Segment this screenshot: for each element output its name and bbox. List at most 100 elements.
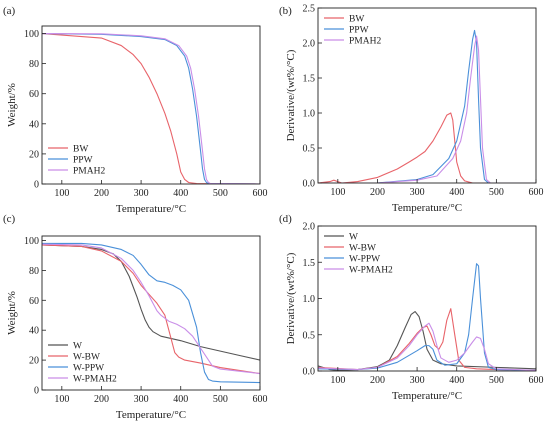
plot-area xyxy=(42,32,260,184)
legend-entry: W-PPW xyxy=(73,363,104,373)
y-tick-label: 20 xyxy=(29,149,39,160)
x-tick-label: 200 xyxy=(94,188,109,199)
x-tick-label: 500 xyxy=(489,187,504,198)
y-tick-label: 60 xyxy=(29,296,39,307)
legend-entry: W-PMAH2 xyxy=(349,265,393,275)
y-tick-label: 40 xyxy=(29,119,39,130)
x-tick-label: 300 xyxy=(410,375,425,386)
x-axis-title: Temperature/°C xyxy=(116,409,186,421)
y-tick-label: 2.5 xyxy=(303,4,316,15)
x-tick-label: 600 xyxy=(253,188,268,199)
legend-entry: W xyxy=(349,232,358,242)
y-tick-label: 80 xyxy=(29,266,39,277)
plot-frame xyxy=(41,235,261,391)
y-tick-label: 80 xyxy=(29,59,39,70)
x-tick-label: 200 xyxy=(94,394,109,405)
chart-panel: 100 200 300 400 500 600 0.0 0.5 1.0 1.5 2.0 Tempera… xyxy=(279,213,544,402)
legend-entry: PPW xyxy=(349,25,369,35)
x-tick-label: 100 xyxy=(330,187,345,198)
x-tick-label: 400 xyxy=(173,188,188,199)
legend-entry: W-BW xyxy=(73,352,100,362)
series-line xyxy=(42,244,260,361)
y-axis-title: Derivative/(wt%/°C) xyxy=(285,49,297,141)
chart-panel: 100 200 300 400 500 600 0 20 40 60 80 100 Temperatur… xyxy=(3,213,268,421)
series-line xyxy=(318,311,536,371)
series-line xyxy=(318,29,536,183)
x-tick-label: 300 xyxy=(134,188,149,199)
x-tick-label: 400 xyxy=(449,187,464,198)
x-tick-label: 500 xyxy=(489,375,504,386)
plot-frame xyxy=(317,7,537,184)
series-line xyxy=(318,308,536,371)
series-line xyxy=(42,32,260,184)
x-tick-label: 300 xyxy=(134,394,149,405)
panel-label: (d) xyxy=(279,213,292,225)
series-line xyxy=(42,244,260,375)
plot-frame xyxy=(41,25,261,185)
panel-label: (b) xyxy=(279,5,292,17)
y-tick-label: 0.5 xyxy=(303,330,316,341)
x-tick-label: 200 xyxy=(370,187,385,198)
series-line xyxy=(318,263,536,371)
legend-entry: BW xyxy=(73,144,88,154)
x-tick-label: 200 xyxy=(370,375,385,386)
y-tick-label: 0.5 xyxy=(303,144,316,155)
panel-label: (c) xyxy=(3,213,16,225)
y-axis-title: Weight/% xyxy=(6,291,18,335)
y-tick-label: 1.5 xyxy=(303,258,316,269)
x-tick-label: 600 xyxy=(529,187,544,198)
y-tick-label: 0.0 xyxy=(303,179,316,190)
y-tick-label: 0 xyxy=(34,180,39,191)
x-tick-label: 100 xyxy=(330,375,345,386)
legend-entry: W-PMAH2 xyxy=(73,374,117,384)
x-axis-title: Temperature/°C xyxy=(392,202,462,214)
x-axis-title: Temperature/°C xyxy=(392,390,462,402)
panel-label: (a) xyxy=(3,5,16,17)
series-line xyxy=(42,32,260,184)
series-line xyxy=(42,242,260,384)
plot-area xyxy=(42,242,260,384)
y-tick-label: 0.0 xyxy=(303,367,316,378)
x-tick-label: 500 xyxy=(213,394,228,405)
x-axis-title: Temperature/°C xyxy=(116,203,186,215)
y-axis-title: Weight/% xyxy=(6,83,18,127)
y-tick-label: 0 xyxy=(34,386,39,397)
series-line xyxy=(42,32,260,184)
legend-entry: W-PPW xyxy=(349,254,380,264)
y-tick-label: 1.5 xyxy=(303,74,316,85)
y-tick-label: 2.0 xyxy=(303,39,316,50)
plot-area xyxy=(318,263,536,371)
series-line xyxy=(42,243,260,375)
y-tick-label: 20 xyxy=(29,356,39,367)
series-line xyxy=(318,35,536,183)
chart-panel: 100 200 300 400 500 600 0.0 0.5 1.0 1.5 2.0 2.5 Temp… xyxy=(279,4,544,215)
legend-entry: BW xyxy=(349,14,364,24)
y-tick-label: 100 xyxy=(24,29,39,40)
x-tick-label: 300 xyxy=(410,187,425,198)
legend-entry: PPW xyxy=(73,155,93,165)
y-tick-label: 100 xyxy=(24,236,39,247)
x-tick-label: 400 xyxy=(449,375,464,386)
chart-panel: 100 200 300 400 500 600 0 20 40 60 80 100 Temperatur… xyxy=(3,5,268,215)
y-axis-title: Derivative/(wt%/°C) xyxy=(285,252,297,344)
series-line xyxy=(318,112,536,183)
plot-area xyxy=(318,29,536,183)
x-tick-label: 600 xyxy=(529,375,544,386)
y-tick-label: 40 xyxy=(29,326,39,337)
legend-entry: W xyxy=(73,341,82,351)
y-tick-label: 1.0 xyxy=(303,109,316,120)
y-tick-label: 1.0 xyxy=(303,294,316,305)
x-tick-label: 100 xyxy=(54,188,69,199)
x-tick-label: 600 xyxy=(253,394,268,405)
legend-entry: W-BW xyxy=(349,243,376,253)
series-line xyxy=(318,322,536,371)
legend-entry: PMAH2 xyxy=(73,166,105,176)
x-tick-label: 400 xyxy=(173,394,188,405)
x-tick-label: 500 xyxy=(213,188,228,199)
legend-entry: PMAH2 xyxy=(349,36,381,46)
